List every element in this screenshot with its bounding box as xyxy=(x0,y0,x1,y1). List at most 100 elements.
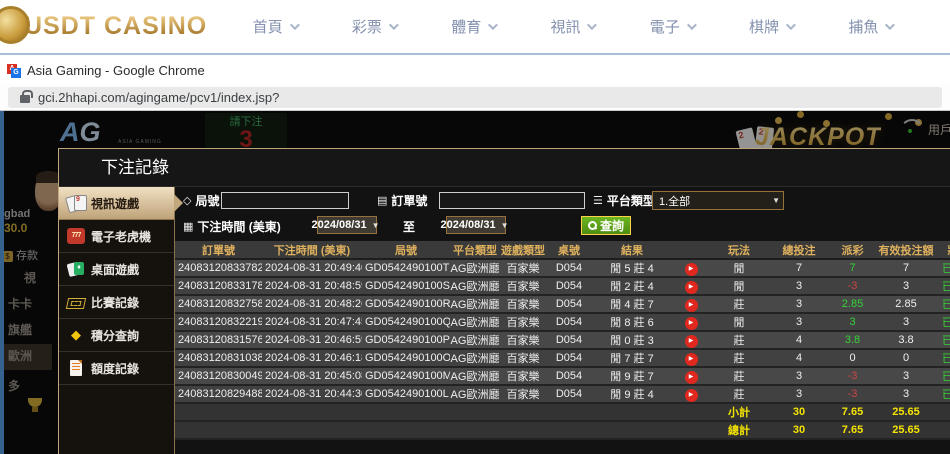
lobby-item: 視 xyxy=(24,271,37,285)
nav-item-捕魚[interactable]: 捕魚 xyxy=(848,16,896,37)
replay-button[interactable]: ▶ xyxy=(684,334,698,348)
lobby-item: 多 xyxy=(8,379,21,393)
chevron-down-icon: ▼ xyxy=(772,196,780,205)
lobby-item: 旗艦 xyxy=(8,323,33,337)
column-header: 派彩 xyxy=(830,241,875,260)
site-logo: USDT CASINO xyxy=(0,6,215,44)
status-cell: 已結算 xyxy=(937,295,950,313)
chevron-down-icon: ▼ xyxy=(371,220,380,230)
bet-cell: 7 xyxy=(795,262,803,274)
game-cell: 百家樂 xyxy=(506,299,540,311)
lobby-item: 卡卡 xyxy=(8,297,33,311)
sidebar-tab-電子老虎機[interactable]: 電子老虎機 xyxy=(59,220,174,253)
site-header: USDT CASINO 首頁 彩票 體育 視訊 電子 棋牌 捕魚 xyxy=(0,0,950,55)
nav-item-首頁[interactable]: 首頁 xyxy=(253,16,300,37)
chevron-down-icon xyxy=(786,20,796,31)
time-cell: 2024-08-31 20:48:26 xyxy=(265,298,362,310)
deposit-button[interactable]: $ 存款 xyxy=(2,247,38,263)
valid-bet-cell: 3 xyxy=(902,280,910,292)
platform-cell: AG歐洲廳 xyxy=(450,389,500,401)
nav-item-棋牌[interactable]: 棋牌 xyxy=(749,16,796,37)
play-type-cell: 莊 xyxy=(733,299,745,311)
bet-cell: 3 xyxy=(795,316,803,328)
main-nav: 首頁 彩票 體育 視訊 電子 棋牌 捕魚 xyxy=(215,16,950,37)
date-to-select[interactable]: 2024/08/31 ▼ xyxy=(441,216,509,234)
address-bar[interactable]: gci.2hhapi.com/agingame/pcv1/index.jsp? xyxy=(8,86,942,108)
play-type-cell: 莊 xyxy=(733,353,745,365)
modal-title: 下注記錄 xyxy=(59,149,950,187)
record-row: 240831208337828 2024-08-31 20:49:40 GD0542… xyxy=(175,259,950,277)
chevron-down-icon: ▼ xyxy=(500,220,509,230)
platform-cell: AG歐洲廳 xyxy=(450,317,500,329)
window-title: Asia Gaming - Google Chrome xyxy=(27,63,205,78)
game-cell: 百家樂 xyxy=(506,263,540,275)
sidebar-tab-視訊遊戲[interactable]: 視訊遊戲 xyxy=(59,187,183,220)
chevron-down-icon xyxy=(289,20,300,31)
order-cell: 240831208310387 xyxy=(178,352,262,364)
search-button[interactable]: 查詢 xyxy=(581,216,632,235)
sidebar-tab-比賽記錄[interactable]: 比賽記錄 xyxy=(59,286,174,319)
round-cell: GD0542490100P xyxy=(365,334,450,346)
time-cell: 2024-08-31 20:46:18 xyxy=(265,352,362,364)
replay-button[interactable]: ▶ xyxy=(684,370,698,384)
date-from-select[interactable]: 2024/08/31 ▼ xyxy=(312,216,380,234)
column-header xyxy=(672,241,710,260)
round-cell: GD0542490100L xyxy=(365,388,449,400)
nav-item-體育[interactable]: 體育 xyxy=(451,16,499,37)
browser-urlbar: gci.2hhapi.com/agingame/pcv1/index.jsp? xyxy=(0,84,950,111)
order-cell: 240831208322191 xyxy=(178,316,262,328)
record-row: 240831208300498 2024-08-31 20:45:08 GD0542… xyxy=(175,367,950,385)
round-number-input[interactable] xyxy=(221,192,349,209)
calendar-icon: ▦ xyxy=(183,221,194,233)
round-cell: GD0542490100T xyxy=(365,262,450,274)
bet-time-filter-label: ▦ 下注時間 (美東) xyxy=(183,220,281,234)
table-cell: D054 xyxy=(555,370,583,382)
page-content: AG ASIA GAMING 請下注 3 gbad 30.0 $ 存款 視卡卡旗… xyxy=(0,111,950,454)
replay-button[interactable]: ▶ xyxy=(684,352,698,366)
chevron-down-icon xyxy=(587,20,598,31)
column-header: 平台類型 xyxy=(450,241,500,260)
valid-bet-cell: 2.85 xyxy=(895,298,917,310)
play-type-cell: 莊 xyxy=(733,371,745,383)
records-panel: ◇ 局號 ▤ 訂單號 ☰ 平台類型 1.全部 ▼ xyxy=(175,187,950,454)
replay-button[interactable]: ▶ xyxy=(684,298,698,312)
replay-button[interactable]: ▶ xyxy=(684,388,698,402)
sidebar-tab-桌面遊戲[interactable]: 桌面遊戲 xyxy=(59,253,174,286)
status-cell: 已結算 xyxy=(937,349,950,367)
payout-cell: 3.8 xyxy=(844,334,861,346)
play-type-cell: 莊 xyxy=(733,389,745,401)
result-cell: 閒 7 莊 7 xyxy=(610,353,654,365)
replay-button[interactable]: ▶ xyxy=(684,280,698,294)
order-number-input[interactable] xyxy=(439,192,585,209)
platform-type-select[interactable]: 1.全部 ▼ xyxy=(652,191,784,210)
status-cell: 已結算 xyxy=(937,385,950,403)
status-cell: 已結算 xyxy=(937,259,950,277)
play-type-cell: 莊 xyxy=(733,335,745,347)
bet-cell: 4 xyxy=(795,352,803,364)
platform-cell: AG歐洲廳 xyxy=(450,263,500,275)
sidebar-tab-積分查詢[interactable]: 積分查詢 xyxy=(59,319,174,352)
username-label: gbad xyxy=(4,208,31,220)
clipboard-icon: ▤ xyxy=(377,195,388,207)
time-cell: 2024-08-31 20:49:40 xyxy=(265,262,362,274)
jackpot-banner: JACKPOT xyxy=(755,123,882,151)
coin-logo-icon xyxy=(0,6,30,44)
sidebar-tab-額度記錄[interactable]: 額度記錄 xyxy=(59,352,174,385)
order-cell: 240831208331789 xyxy=(178,280,262,292)
site-logo-text: USDT CASINO xyxy=(24,12,208,40)
play-type-cell: 閒 xyxy=(733,263,745,275)
column-header: 桌號 xyxy=(546,241,592,260)
nav-item-彩票[interactable]: 彩票 xyxy=(352,16,399,37)
column-header: 結果 xyxy=(592,241,672,260)
game-cell: 百家樂 xyxy=(506,353,540,365)
replay-button[interactable]: ▶ xyxy=(684,316,698,330)
platform-filter-label: ☰ 平台類型 xyxy=(593,194,655,208)
replay-button[interactable]: ▶ xyxy=(684,262,698,276)
game-cell: 百家樂 xyxy=(506,389,540,401)
nav-item-視訊[interactable]: 視訊 xyxy=(550,16,598,37)
document-icon xyxy=(70,360,82,376)
ag-logo-subtitle: ASIA GAMING xyxy=(118,139,162,145)
nav-item-電子[interactable]: 電子 xyxy=(650,16,697,37)
